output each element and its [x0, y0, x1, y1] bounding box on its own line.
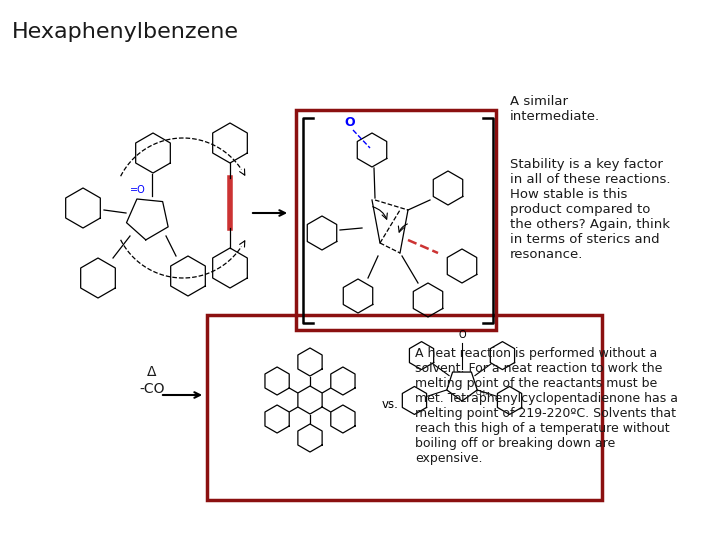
Text: =O: =O [130, 185, 146, 195]
Bar [207, 315, 602, 500]
Text: A heat reaction is performed without a
solvent. For a neat reaction to work the
: A heat reaction is performed without a s… [415, 347, 678, 465]
Text: O: O [345, 117, 355, 130]
Bar [296, 110, 496, 330]
Text: CH₃: CH₃ [476, 390, 488, 396]
Text: -CO: -CO [139, 382, 165, 396]
Text: Hexaphenylbenzene: Hexaphenylbenzene [12, 22, 239, 42]
Text: vs.: vs. [382, 399, 398, 411]
Text: O: O [458, 330, 466, 340]
Text: Δ: Δ [148, 365, 157, 379]
Text: Stability is a key factor
in all of these reactions.
How stable is this
product : Stability is a key factor in all of thes… [510, 158, 670, 261]
Text: A similar
intermediate.: A similar intermediate. [510, 95, 600, 123]
